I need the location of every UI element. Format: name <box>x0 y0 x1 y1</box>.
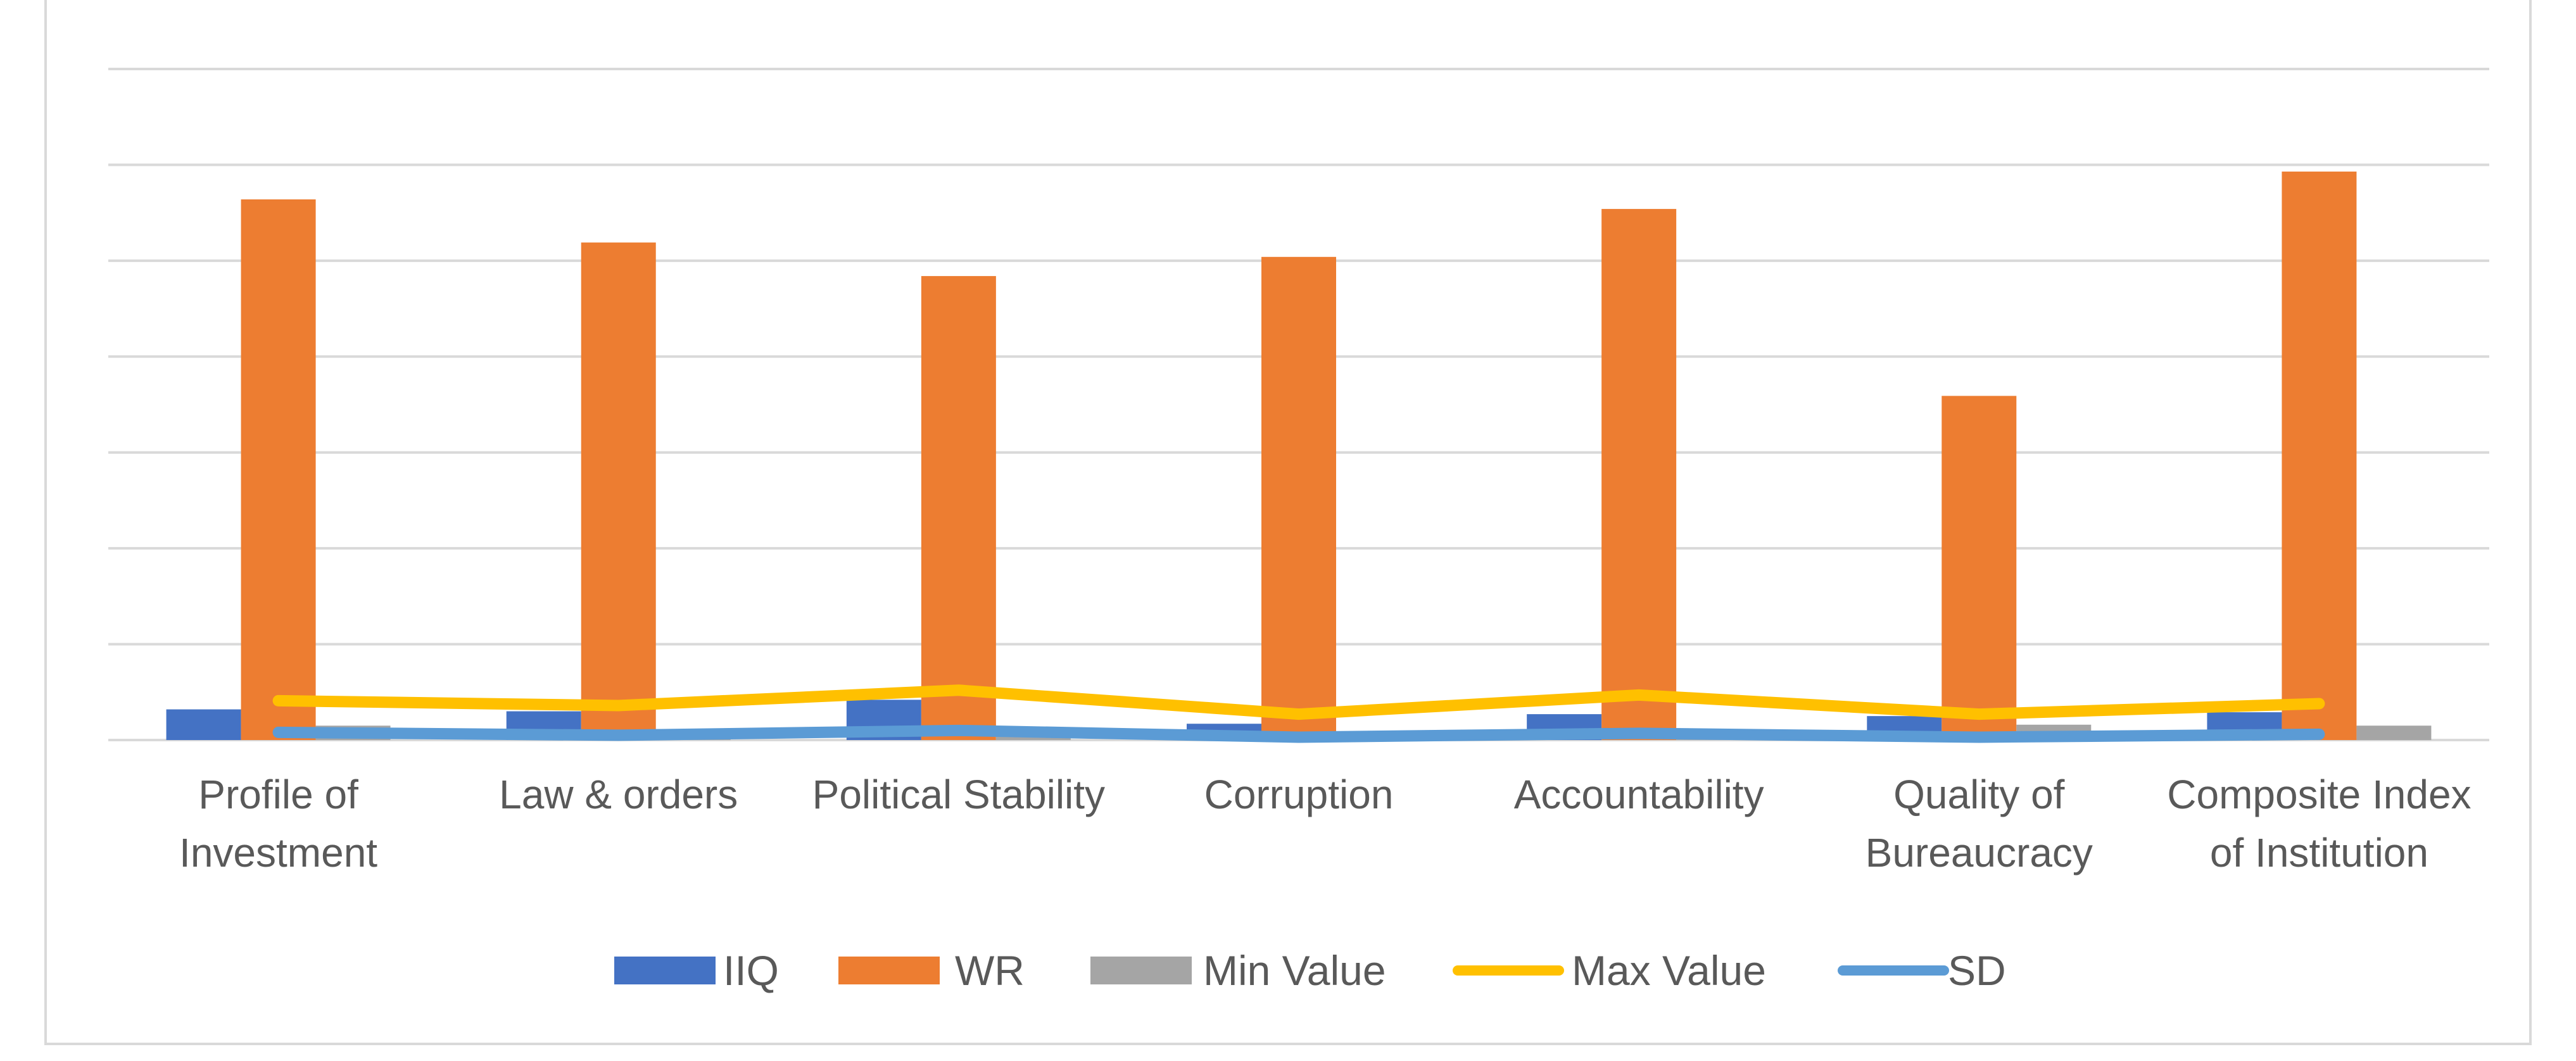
x-tick-label-law-orders: Law & orders <box>499 772 738 817</box>
legend-swatch-iiq <box>614 957 716 984</box>
legend-swatch-wr <box>838 957 940 984</box>
chart: Profile of Investment Law & orders Politica… <box>108 68 2489 994</box>
x-tick-label-profile-of-investment: Profile of Investment <box>179 772 377 876</box>
bar-wr-quality-of-bureaucracy <box>1941 396 2017 740</box>
bar-wr-corruption <box>1261 256 1336 740</box>
bars <box>166 172 2432 741</box>
legend-label-wr: WR <box>955 947 1025 994</box>
bar-wr-law-orders <box>581 242 656 741</box>
legend-label-min-value: Min Value <box>1203 947 1386 994</box>
legend-item-wr: WR <box>838 947 1025 994</box>
line-max-value <box>272 684 2325 720</box>
x-axis-tick-labels: Profile of Investment Law & orders Politica… <box>179 772 2471 876</box>
bar-min-value-composite-index-of-institution <box>2356 725 2432 740</box>
bar-wr-composite-index-of-institution <box>2282 172 2357 740</box>
legend-swatch-min-value <box>1090 957 1192 984</box>
x-tick-label-corruption: Corruption <box>1204 772 1394 817</box>
legend-label-iiq: IIQ <box>723 947 779 994</box>
chart-frame: Profile of Investment Law & orders Politica… <box>44 0 2532 1045</box>
legend-item-min-value: Min Value <box>1090 947 1386 994</box>
legend-label-max-value: Max Value <box>1572 947 1766 994</box>
lines <box>272 684 2325 743</box>
x-tick-label-composite-index-of-institution: Composite Index of Institution <box>2167 772 2471 876</box>
legend-item-max-value: Max Value <box>1453 947 1766 994</box>
legend-item-sd: SD <box>1838 947 2006 994</box>
legend: IIQ WR Min Value Max Value SD <box>614 947 2006 994</box>
bar-wr-accountability <box>1601 209 1677 741</box>
bar-iiq-profile-of-investment <box>166 709 241 740</box>
x-tick-label-accountability: Accountability <box>1514 772 1764 817</box>
x-tick-label-political-stability: Political Stability <box>812 772 1105 817</box>
line-sd <box>272 724 2325 743</box>
legend-item-iiq: IIQ <box>614 947 779 994</box>
x-tick-label-quality-of-bureaucracy: Quality of Bureaucracy <box>1866 772 2093 876</box>
bar-wr-political-stability <box>921 276 996 741</box>
bar-wr-profile-of-investment <box>241 199 316 740</box>
legend-label-sd: SD <box>1948 947 2006 994</box>
